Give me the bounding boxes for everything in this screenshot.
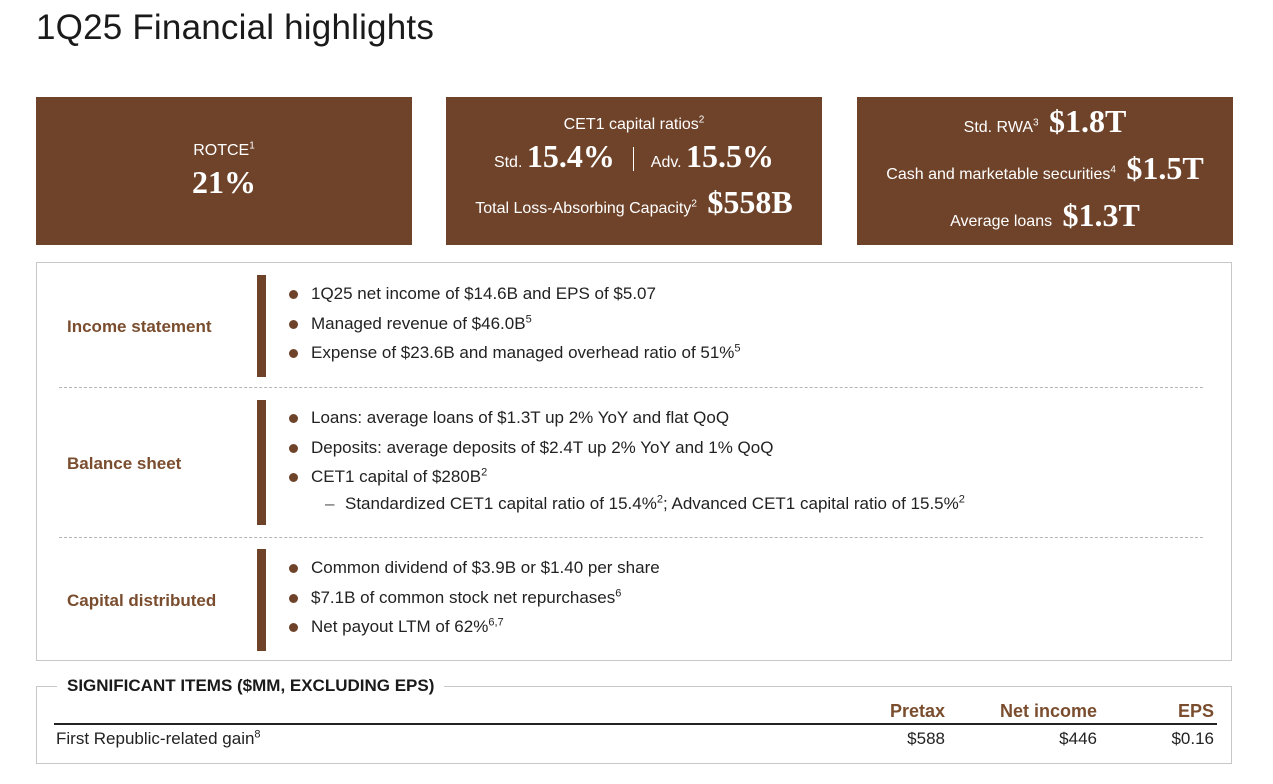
capital-ratios-box: CET1 capital ratios2 Std. 15.4% Adv. 15.… [446,97,822,245]
list-item: Common dividend of $3.9B or $1.40 per sh… [289,553,660,583]
rotce-value: 21% [192,164,256,200]
column-header-pretax: Pretax [889,701,945,721]
balance-metrics-box: Std. RWA3 $1.8T Cash and marketable secu… [857,97,1233,245]
list-item: CET1 capital of $280B2 [289,462,965,492]
loans-line: Average loans $1.3T [950,196,1140,233]
tlac-value: $558B [707,184,793,220]
income-statement-label: Income statement [67,317,212,336]
capital-distributed-label: Capital distributed [67,591,217,610]
cet1-ratios-label: CET1 capital ratios2 [563,114,705,133]
balance-sheet-label: Balance sheet [67,454,182,473]
cash-value: $1.5T [1126,149,1204,186]
list-item: Loans: average loans of $1.3T up 2% YoY … [289,403,965,433]
bullet-icon [289,290,298,299]
bullet-icon [289,564,298,573]
section-bar [257,400,266,525]
income-bullets: 1Q25 net income of $14.6B and EPS of $5.… [289,279,741,368]
list-item: Deposits: average deposits of $2.4T up 2… [289,433,965,463]
cell-eps: $0.16 [1171,729,1214,748]
bullet-icon [289,593,298,603]
capital-bullets: Common dividend of $3.9B or $1.40 per sh… [289,553,660,642]
section-divider [59,387,1203,388]
bullet-icon [289,349,298,358]
section-bar [257,275,266,377]
cell-net-income: $446 [1059,729,1097,748]
significant-items-table: SIGNIFICANT ITEMS ($MM, EXCLUDING EPS) P… [36,676,1232,764]
section-divider [59,537,1203,538]
list-item: 1Q25 net income of $14.6B and EPS of $5.… [289,279,741,309]
rwa-value: $1.8T [1049,102,1127,139]
loans-value: $1.3T [1062,196,1140,233]
tlac-line: Total Loss-Absorbing Capacity2 $558B [475,184,793,220]
column-header-eps: EPS [1177,701,1214,721]
cash-line: Cash and marketable securities4 $1.5T [886,149,1204,186]
std-ratio-value: 15.4% [526,138,615,174]
column-header-net-income: Net income [999,701,1097,721]
cet1-ratios-values: Std. 15.4% Adv. 15.5% [493,138,775,174]
rotce-label: ROTCE1 [193,140,255,159]
bullet-icon [289,414,298,423]
list-item: $7.1B of common stock net repurchases6 [289,583,660,613]
bullet-icon [289,473,298,482]
balance-bullets: Loans: average loans of $1.3T up 2% YoY … [289,403,965,516]
list-item: Net payout LTM of 62%6,7 [289,612,660,642]
significant-items-title: SIGNIFICANT ITEMS ($MM, EXCLUDING EPS) [57,676,445,696]
sub-list-item: – Standardized CET1 capital ratio of 15.4… [289,492,965,516]
list-item: Expense of $23.6B and managed overhead r… [289,338,741,368]
page-title: 1Q25 Financial highlights [36,8,435,47]
cell-pretax: $588 [907,729,945,748]
dash-icon: – [325,493,335,513]
adv-ratio-value: 15.5% [686,138,775,174]
section-bar [257,549,266,651]
rwa-line: Std. RWA3 $1.8T [963,102,1127,139]
bullet-icon [289,319,298,329]
header-rule [54,723,1217,725]
table-row-label: First Republic-related gain8 [56,728,261,748]
rotce-box: ROTCE1 21% [36,97,412,245]
bullet-icon [289,623,298,632]
bullet-icon [289,443,298,453]
list-item: Managed revenue of $46.0B5 [289,309,741,339]
highlights-panel: Income statement 1Q25 net income of $14.… [36,262,1232,661]
divider [633,147,635,171]
